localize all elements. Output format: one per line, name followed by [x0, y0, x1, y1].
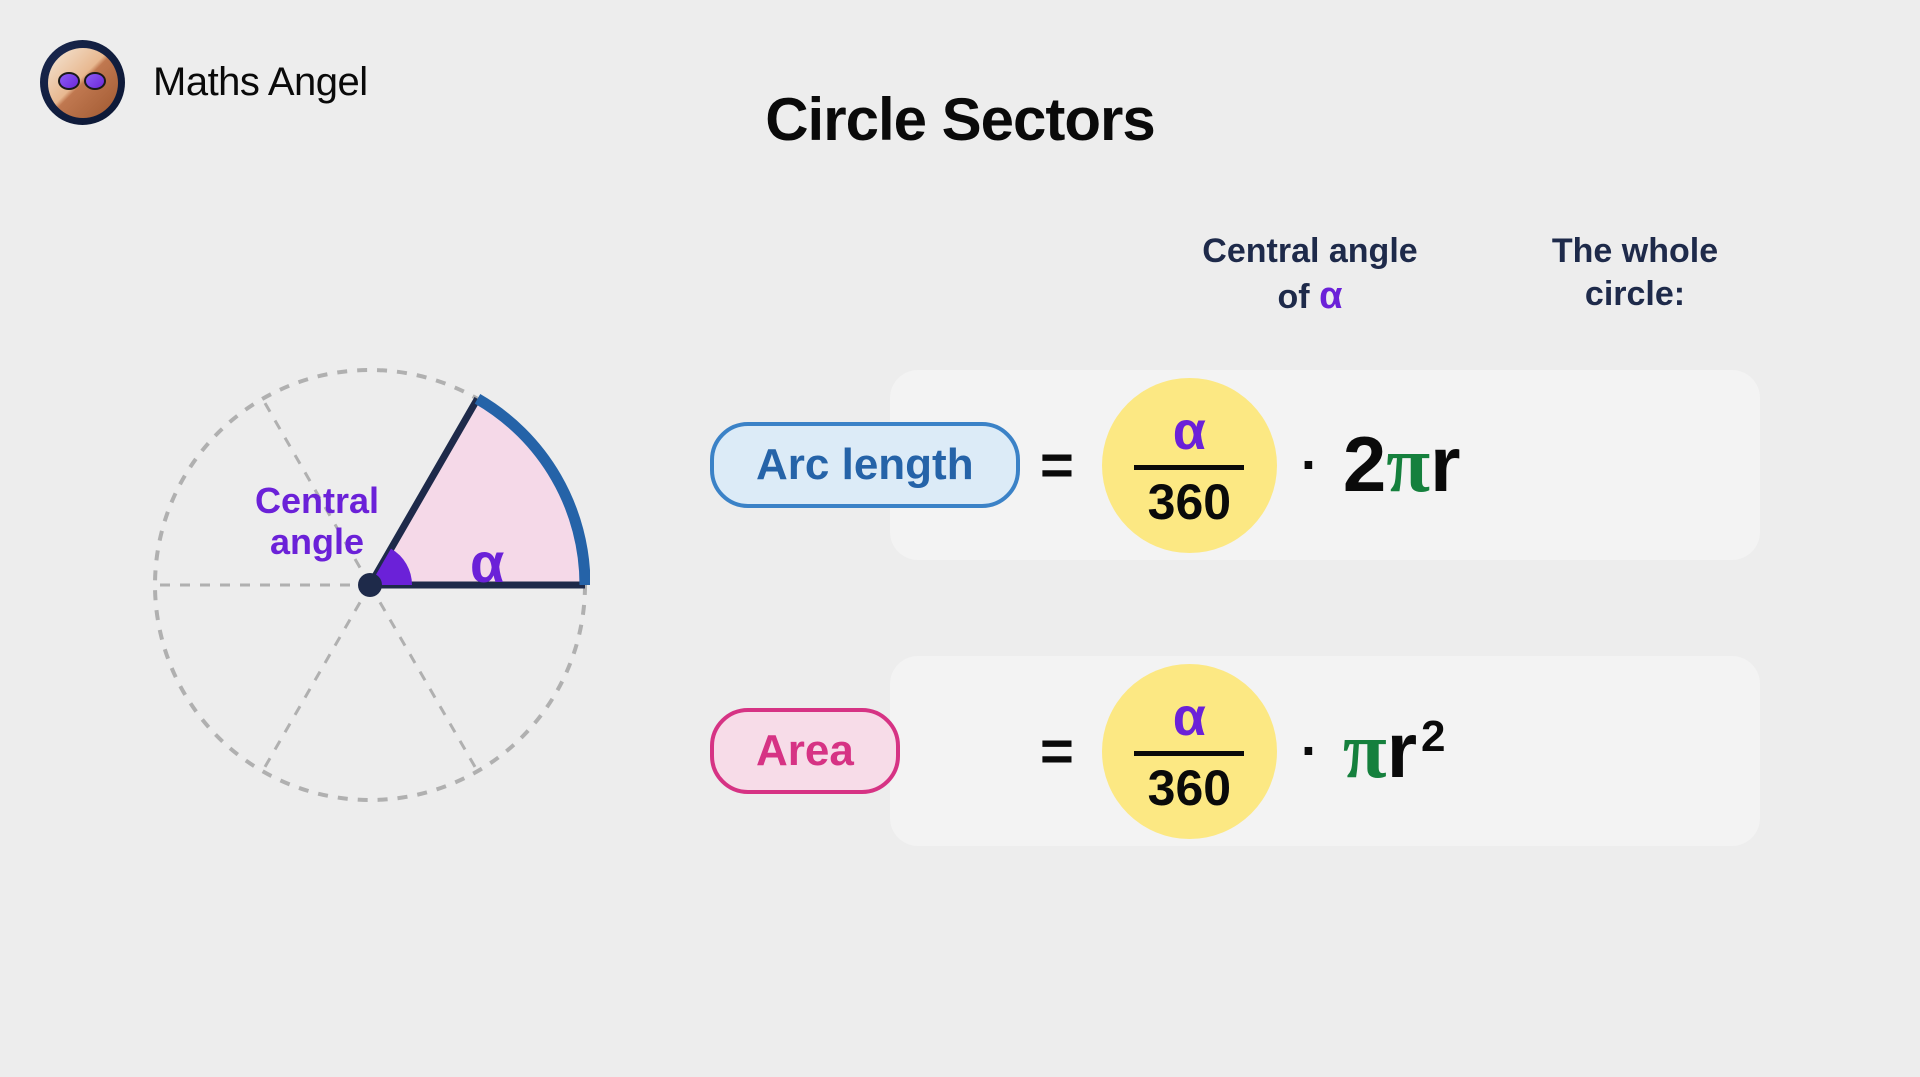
page-title: Circle Sectors	[765, 85, 1155, 154]
header-central-angle: Central angle of α	[1125, 230, 1495, 320]
r-variable: r	[1430, 419, 1460, 510]
area-formula: Area = α 360 · πr2	[890, 656, 1760, 846]
brand-name: Maths Angel	[153, 60, 368, 105]
logo-area: Maths Angel	[40, 40, 368, 125]
fraction-line	[1134, 465, 1244, 470]
r-variable: r	[1387, 705, 1417, 796]
header-alpha: α	[1319, 275, 1342, 317]
arc-length-label: Arc length	[710, 422, 1020, 508]
alpha-label: α	[470, 530, 504, 595]
arc-fraction: α 360	[1102, 378, 1277, 553]
area-numerator: α	[1173, 690, 1206, 744]
header-col2-line1: The whole	[1552, 232, 1718, 270]
central-angle-label: Central angle	[255, 480, 379, 563]
formulas-area: Central angle of α The whole circle: Arc…	[710, 230, 1810, 942]
column-headers: Central angle of α The whole circle:	[710, 230, 1810, 320]
header-whole-circle: The whole circle:	[1505, 230, 1765, 320]
multiply-dot: ·	[1301, 720, 1319, 782]
logo-icon	[40, 40, 125, 125]
circle-diagram	[150, 365, 590, 805]
arc-expression: 2πr	[1343, 419, 1461, 511]
pi-symbol: π	[1386, 420, 1430, 511]
equals-sign: =	[1040, 718, 1074, 785]
logo-character	[48, 48, 118, 118]
arc-length-formula: Arc length = α 360 · 2πr	[890, 370, 1760, 560]
multiply-dot: ·	[1301, 434, 1319, 496]
header-col1-line2: of	[1278, 278, 1320, 316]
central-angle-text-1: Central	[255, 480, 379, 521]
header-col1-line1: Central angle	[1202, 232, 1417, 270]
area-label: Area	[710, 708, 900, 794]
area-expression: πr2	[1343, 705, 1446, 797]
arc-numerator: α	[1173, 404, 1206, 458]
two: 2	[1343, 419, 1386, 510]
fraction-line	[1134, 751, 1244, 756]
equals-sign: =	[1040, 432, 1074, 499]
header-col2-line2: circle:	[1585, 275, 1685, 313]
superscript-2: 2	[1421, 712, 1445, 762]
area-fraction: α 360	[1102, 664, 1277, 839]
arc-denominator: 360	[1148, 477, 1231, 527]
pi-symbol: π	[1343, 706, 1387, 797]
central-angle-text-2: angle	[270, 521, 364, 562]
area-denominator: 360	[1148, 763, 1231, 813]
